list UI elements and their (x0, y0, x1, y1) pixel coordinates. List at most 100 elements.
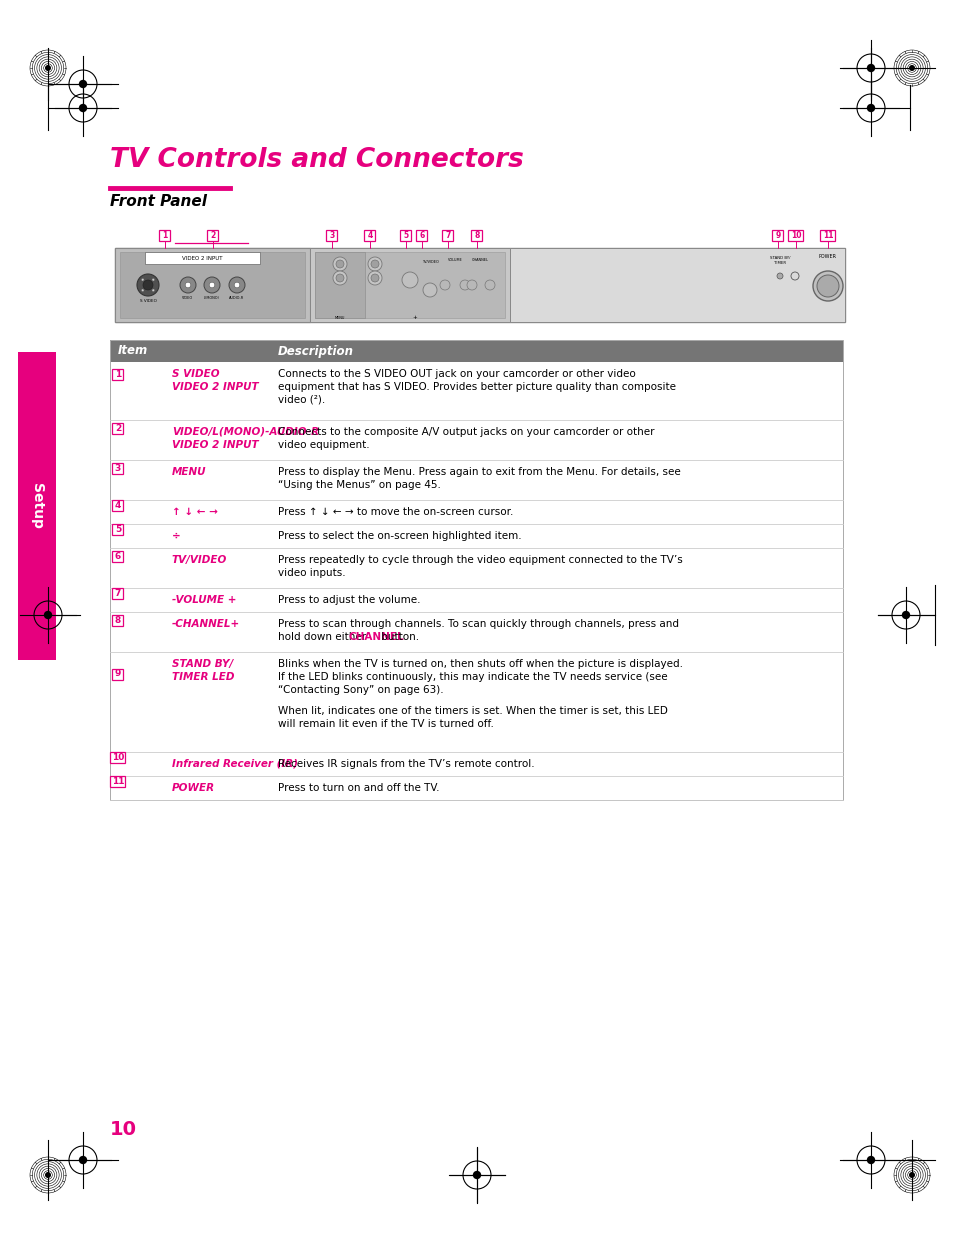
Text: S VIDEO: S VIDEO (172, 369, 219, 379)
FancyBboxPatch shape (112, 424, 123, 435)
Bar (110, 613, 842, 652)
FancyBboxPatch shape (112, 551, 123, 562)
Circle shape (141, 289, 144, 291)
Bar (120, 252, 305, 317)
Text: 1: 1 (114, 370, 121, 379)
Circle shape (335, 274, 344, 282)
Text: 11: 11 (112, 777, 124, 785)
Text: CHANNEL: CHANNEL (348, 632, 404, 642)
FancyBboxPatch shape (112, 615, 123, 626)
Text: VIDEO/L(MONO)-AUDIO-R: VIDEO/L(MONO)-AUDIO-R (172, 427, 319, 437)
Text: TIMER LED: TIMER LED (172, 672, 234, 682)
Text: POWER: POWER (818, 254, 836, 259)
FancyBboxPatch shape (400, 230, 411, 241)
Bar (510, 248, 844, 322)
Text: 4: 4 (114, 500, 121, 510)
Text: CHANNEL: CHANNEL (471, 258, 488, 262)
Text: When lit, indicates one of the timers is set. When the timer is set, this LED: When lit, indicates one of the timers is… (277, 706, 667, 716)
Bar (110, 362, 842, 420)
FancyBboxPatch shape (788, 230, 802, 241)
FancyBboxPatch shape (111, 752, 126, 763)
Circle shape (152, 278, 154, 282)
Bar (314, 252, 504, 317)
Circle shape (137, 274, 159, 296)
FancyBboxPatch shape (112, 588, 123, 599)
Text: video (²).: video (²). (277, 395, 325, 405)
FancyBboxPatch shape (326, 230, 337, 241)
Circle shape (901, 611, 909, 619)
Text: 3: 3 (329, 231, 335, 240)
Text: ↑ ↓ ← →: ↑ ↓ ← → (172, 508, 217, 517)
Circle shape (866, 104, 874, 112)
Text: POWER: POWER (172, 783, 214, 793)
Text: equipment that has S VIDEO. Provides better picture quality than composite: equipment that has S VIDEO. Provides bet… (277, 382, 676, 391)
Text: Front Panel: Front Panel (110, 194, 207, 209)
Circle shape (79, 104, 87, 112)
Bar (110, 500, 842, 524)
Text: Connects to the S VIDEO OUT jack on your camcorder or other video: Connects to the S VIDEO OUT jack on your… (277, 369, 635, 379)
Circle shape (368, 257, 381, 270)
FancyBboxPatch shape (416, 230, 427, 241)
Circle shape (79, 1156, 87, 1165)
Bar (145, 252, 260, 264)
FancyBboxPatch shape (111, 776, 126, 787)
FancyBboxPatch shape (820, 230, 835, 241)
Text: Item: Item (118, 345, 148, 357)
Text: TV Controls and Connectors: TV Controls and Connectors (110, 147, 523, 173)
Text: 8: 8 (114, 616, 121, 625)
FancyBboxPatch shape (471, 230, 482, 241)
Text: TIMER: TIMER (773, 261, 785, 266)
Text: Press ↑ ↓ ← → to move the on-screen cursor.: Press ↑ ↓ ← → to move the on-screen curs… (277, 508, 513, 517)
Text: Description: Description (277, 345, 354, 357)
Circle shape (152, 289, 154, 291)
Text: VIDEO 2 INPUT: VIDEO 2 INPUT (182, 257, 222, 262)
Text: Receives IR signals from the TV’s remote control.: Receives IR signals from the TV’s remote… (277, 760, 534, 769)
Text: 2: 2 (114, 425, 121, 433)
Bar (110, 652, 842, 752)
Circle shape (484, 280, 495, 290)
Text: Press to select the on-screen highlighted item.: Press to select the on-screen highlighte… (277, 531, 521, 541)
Text: Setup: Setup (30, 483, 44, 529)
FancyBboxPatch shape (159, 230, 171, 241)
Circle shape (401, 272, 417, 288)
Bar (115, 248, 844, 322)
Text: 10: 10 (110, 1120, 137, 1139)
Circle shape (812, 270, 842, 301)
Bar (110, 340, 842, 800)
Text: video inputs.: video inputs. (277, 568, 345, 578)
Text: Blinks when the TV is turned on, then shuts off when the picture is displayed.: Blinks when the TV is turned on, then sh… (277, 659, 682, 669)
Circle shape (776, 273, 782, 279)
Text: Press to display the Menu. Press again to exit from the Menu. For details, see: Press to display the Menu. Press again t… (277, 467, 680, 477)
Text: “Contacting Sony” on page 63).: “Contacting Sony” on page 63). (277, 685, 443, 695)
Text: will remain lit even if the TV is turned off.: will remain lit even if the TV is turned… (277, 719, 494, 729)
Text: VIDEO 2 INPUT: VIDEO 2 INPUT (172, 382, 258, 391)
Text: Press to adjust the volume.: Press to adjust the volume. (277, 595, 420, 605)
Circle shape (422, 283, 436, 296)
Circle shape (816, 275, 838, 296)
Circle shape (467, 280, 476, 290)
Bar (110, 776, 842, 800)
Circle shape (204, 277, 220, 293)
Circle shape (45, 1172, 51, 1178)
Circle shape (371, 274, 378, 282)
Text: Press to scan through channels. To scan quickly through channels, press and: Press to scan through channels. To scan … (277, 619, 679, 629)
Text: 3: 3 (114, 464, 121, 473)
FancyBboxPatch shape (112, 500, 123, 511)
Text: video equipment.: video equipment. (277, 440, 369, 450)
Text: 6: 6 (419, 231, 424, 240)
Bar (18, 352, 56, 659)
Text: Infrared Receiver (IR): Infrared Receiver (IR) (172, 760, 297, 769)
FancyBboxPatch shape (112, 463, 123, 474)
Text: hold down either: hold down either (277, 632, 369, 642)
Circle shape (185, 283, 191, 288)
Circle shape (143, 280, 152, 290)
Text: Press repeatedly to cycle through the video equipment connected to the TV’s: Press repeatedly to cycle through the vi… (277, 555, 682, 564)
Circle shape (908, 1172, 914, 1178)
Bar (310, 248, 510, 322)
Text: MENU: MENU (172, 467, 206, 477)
FancyBboxPatch shape (112, 668, 123, 679)
Text: STAND BY/: STAND BY/ (769, 256, 789, 261)
FancyBboxPatch shape (364, 230, 375, 241)
Circle shape (459, 280, 470, 290)
Circle shape (45, 65, 51, 70)
